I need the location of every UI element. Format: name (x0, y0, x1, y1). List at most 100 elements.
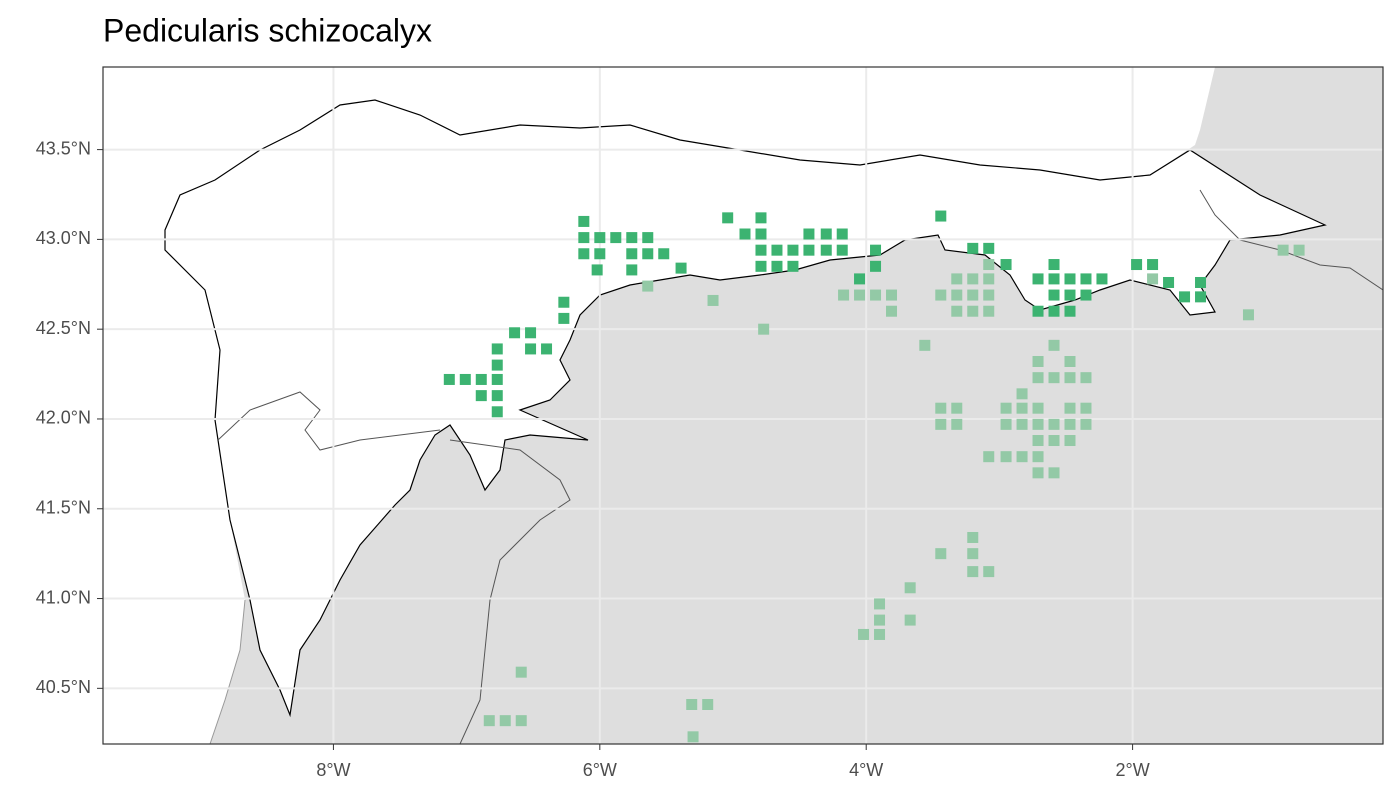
map-base (103, 67, 1383, 744)
occurrence-point (803, 244, 815, 256)
occurrence-point (1032, 305, 1044, 317)
occurrence-point (1048, 372, 1060, 384)
occurrence-point (951, 418, 963, 430)
occurrence-point (658, 248, 670, 260)
occurrence-point (642, 280, 654, 292)
coast (209, 599, 246, 744)
occurrence-point (675, 262, 687, 274)
occurrence-point (1242, 309, 1254, 321)
occurrence-point (1064, 305, 1076, 317)
occurrence-point (967, 548, 979, 560)
occurrence-point (1195, 291, 1207, 303)
occurrence-point (1080, 372, 1092, 384)
occurrence-point (904, 614, 916, 626)
occurrence-point (491, 406, 503, 418)
occurrence-point (983, 259, 995, 271)
x-tick-label: 6°W (583, 760, 617, 780)
occurrence-point (558, 296, 570, 308)
occurrence-point (475, 390, 487, 402)
occurrence-point (1064, 273, 1076, 285)
occurrence-point (951, 402, 963, 414)
occurrence-point (1064, 402, 1076, 414)
occurrence-point (509, 327, 521, 339)
occurrence-point (787, 260, 799, 272)
occurrence-point (525, 343, 537, 355)
occurrence-point (1080, 273, 1092, 285)
occurrence-point (983, 289, 995, 301)
occurrence-point (967, 531, 979, 543)
occurrence-point (1032, 372, 1044, 384)
occurrence-point (1179, 291, 1191, 303)
occurrence-point (1016, 451, 1028, 463)
occurrence-point (1000, 259, 1012, 271)
occurrence-point (1000, 402, 1012, 414)
occurrence-point (836, 228, 848, 240)
occurrence-point (558, 312, 570, 324)
occurrence-point (967, 273, 979, 285)
occurrence-point (951, 305, 963, 317)
occurrence-point (1000, 418, 1012, 430)
occurrence-point (1277, 244, 1289, 256)
occurrence-point (475, 373, 487, 385)
occurrence-point (935, 402, 947, 414)
occurrence-point (1195, 276, 1207, 288)
occurrence-point (443, 373, 455, 385)
occurrence-point (594, 232, 606, 244)
occurrence-point (1048, 289, 1060, 301)
occurrence-point (525, 327, 537, 339)
occurrence-point (935, 548, 947, 560)
occurrence-point (983, 305, 995, 317)
occurrence-point (755, 244, 767, 256)
occurrence-point (967, 305, 979, 317)
occurrence-point (1293, 244, 1305, 256)
occurrence-point (687, 731, 699, 743)
occurrence-point (755, 260, 767, 272)
occurrence-point (1147, 259, 1159, 271)
occurrence-point (1048, 467, 1060, 479)
occurrence-point (1048, 259, 1060, 271)
occurrence-point (1080, 418, 1092, 430)
occurrence-point (578, 215, 590, 227)
occurrence-point (935, 418, 947, 430)
occurrence-point (919, 339, 931, 351)
occurrence-point (515, 715, 527, 727)
occurrence-point (1096, 273, 1108, 285)
occurrence-point (491, 390, 503, 402)
occurrence-point (1016, 402, 1028, 414)
occurrence-point (983, 451, 995, 463)
occurrence-point (642, 248, 654, 260)
occurrence-point (755, 212, 767, 224)
occurrence-point (626, 248, 638, 260)
occurrence-point (967, 566, 979, 578)
occurrence-point (771, 244, 783, 256)
occurrence-point (874, 598, 886, 610)
occurrence-point (886, 305, 898, 317)
occurrence-point (739, 228, 751, 240)
occurrence-point (1048, 305, 1060, 317)
occurrence-point (1064, 372, 1076, 384)
occurrence-point (707, 294, 719, 306)
occurrence-point (1032, 356, 1044, 368)
occurrence-point (610, 232, 622, 244)
panel-border (102, 66, 1384, 745)
occurrence-point (1016, 418, 1028, 430)
occurrence-point (967, 289, 979, 301)
occurrence-point (874, 614, 886, 626)
x-tick-label: 2°W (1115, 760, 1149, 780)
occurrence-point (1048, 435, 1060, 447)
sea (103, 67, 1215, 744)
occurrence-point (886, 289, 898, 301)
occurrence-point (491, 359, 503, 371)
occurrence-point (1016, 388, 1028, 400)
occurrence-point (983, 566, 995, 578)
occurrence-point (1147, 273, 1159, 285)
occurrence-point (1032, 451, 1044, 463)
occurrence-point (1131, 259, 1143, 271)
occurrence-point (838, 289, 850, 301)
occurrence-point (515, 666, 527, 678)
occurrence-point (874, 628, 886, 640)
occurrence-point (591, 264, 603, 276)
occurrence-point (1163, 276, 1175, 288)
y-tick-label: 40.5°N (36, 677, 91, 697)
